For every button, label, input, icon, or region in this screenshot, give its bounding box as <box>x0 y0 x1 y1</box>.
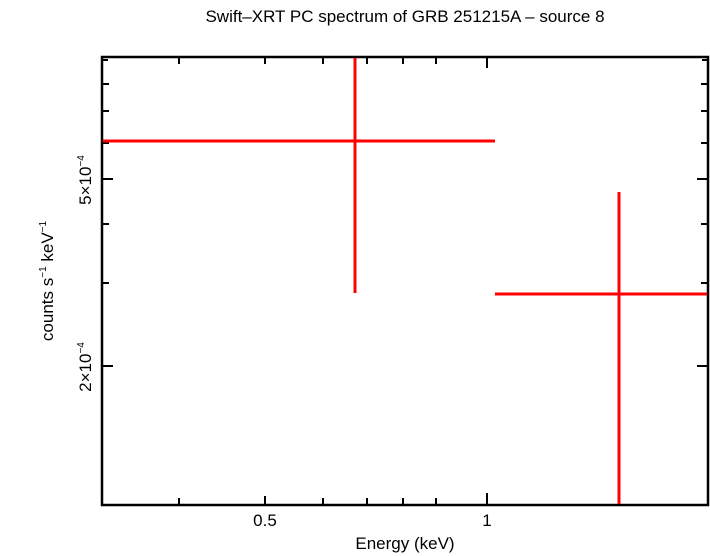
plot-frame <box>100 55 710 507</box>
y-axis-ticks <box>102 83 708 367</box>
data-series <box>103 58 707 504</box>
y-tick-label: 2×10−4 <box>76 342 95 392</box>
chart-title: Swift–XRT PC spectrum of GRB 251215A – s… <box>205 7 605 26</box>
y-axis-label: counts s−1 keV−1 <box>38 220 57 342</box>
x-tick-label: 1 <box>482 511 492 530</box>
x-axis-label: Energy (keV) <box>355 534 455 553</box>
y-tick-label: 5×10−4 <box>76 155 95 205</box>
x-axis-ticks <box>102 57 708 505</box>
x-tick-label: 0.5 <box>253 511 277 530</box>
